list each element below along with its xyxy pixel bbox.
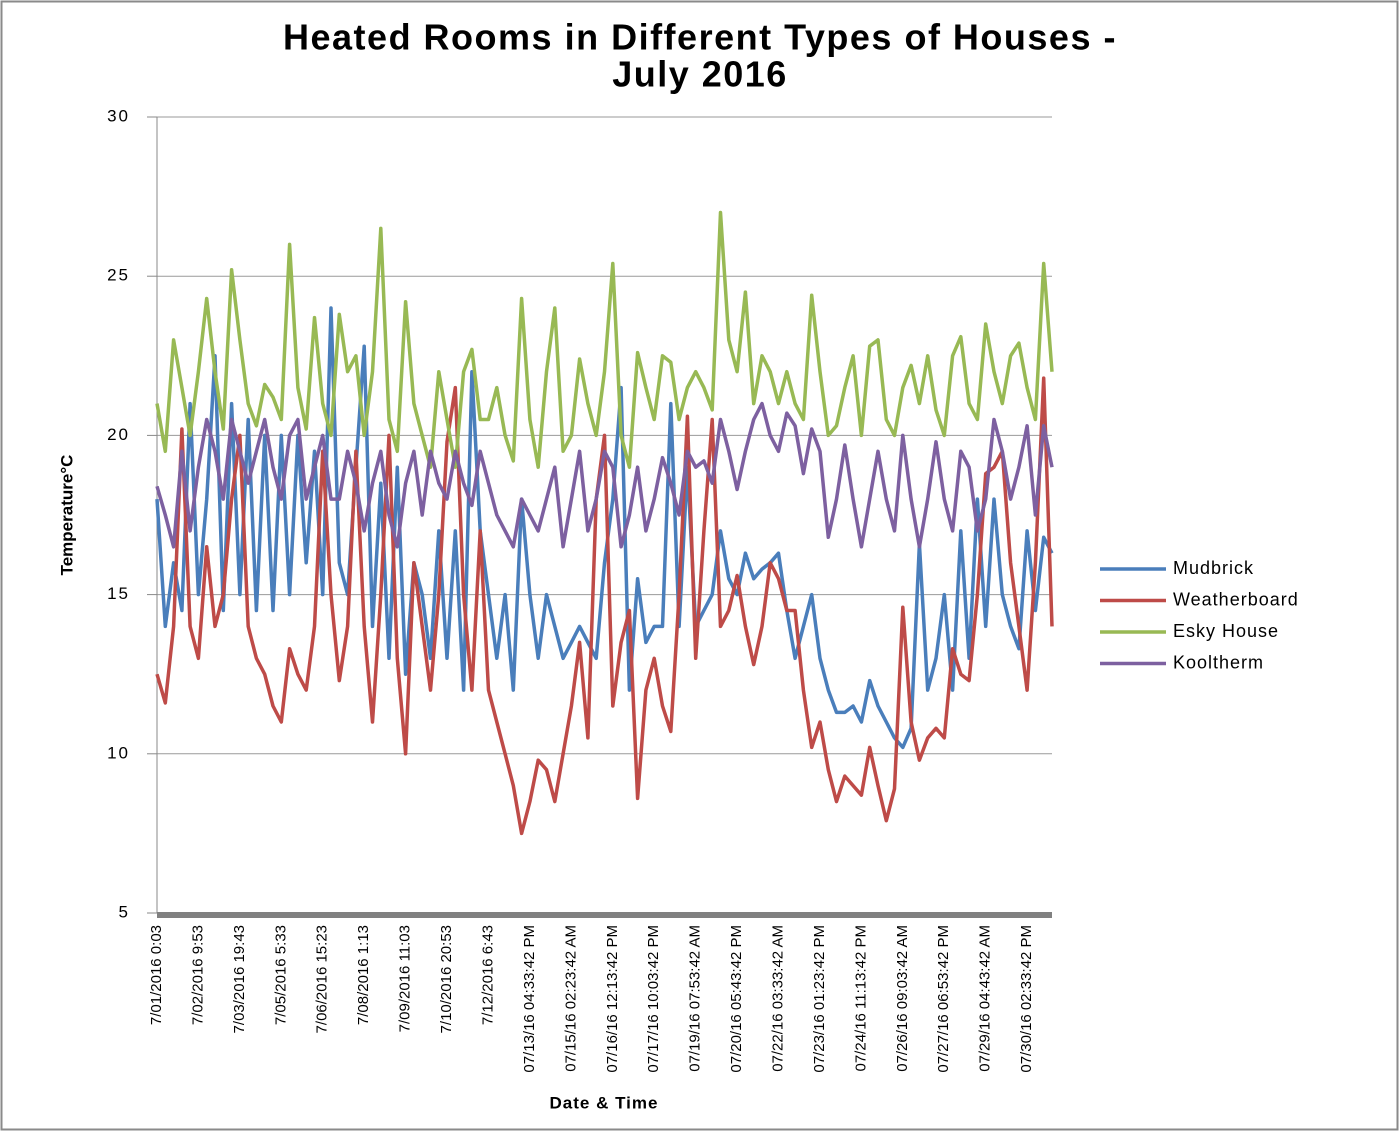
y-tick-label: 10 xyxy=(107,743,130,762)
x-tick-label: 7/01/2016 0:03 xyxy=(148,925,165,1025)
x-tick-label: 7/06/2016 15:23 xyxy=(314,925,331,1033)
x-tick-label: 07/30/16 02:33:42 PM xyxy=(1018,925,1035,1073)
y-tick-label: 15 xyxy=(107,584,130,603)
y-tick-label: 30 xyxy=(107,106,130,125)
x-tick-label: 7/12/2016 6:43 xyxy=(479,925,496,1025)
x-tick-label: 07/26/16 09:03:42 AM xyxy=(894,925,911,1072)
chart-title: July 2016 xyxy=(612,54,788,95)
x-tick-label: 07/27/16 06:53:42 PM xyxy=(935,925,952,1073)
x-tick-label: 7/09/2016 11:03 xyxy=(397,925,414,1032)
y-tick-label: 20 xyxy=(107,425,130,444)
x-tick-label: 7/08/2016 1:13 xyxy=(355,925,372,1025)
legend-label: Mudbrick xyxy=(1173,558,1254,578)
x-tick-label: 7/10/2016 20:53 xyxy=(438,925,455,1033)
legend-label: Kooltherm xyxy=(1173,652,1264,672)
x-tick-label: 07/20/16 05:43:42 PM xyxy=(728,925,745,1073)
x-tick-label: 07/29/16 04:43:42 AM xyxy=(977,925,994,1072)
series-line xyxy=(155,376,1054,836)
x-axis-title: Date & Time xyxy=(550,1093,659,1112)
y-tick-label: 25 xyxy=(107,266,130,285)
x-tick-label: 07/13/16 04:33:42 PM xyxy=(521,925,538,1073)
x-tick-label: 07/22/16 03:33:42 AM xyxy=(769,925,786,1072)
legend-label: Esky House xyxy=(1173,621,1279,641)
x-tick-label: 7/05/2016 5:33 xyxy=(272,925,289,1025)
y-axis-title: Temperature°C xyxy=(57,455,76,576)
x-tick-label: 7/02/2016 9:53 xyxy=(189,925,206,1025)
x-tick-label: 07/15/16 02:23:42 AM xyxy=(562,925,579,1072)
chart-title: Heated Rooms in Different Types of House… xyxy=(283,17,1117,58)
series-line xyxy=(155,401,1054,549)
y-tick-label: 5 xyxy=(119,902,130,921)
x-tick-label: 07/16/16 12:13:42 PM xyxy=(604,925,621,1073)
x-tick-label: 07/19/16 07:53:42 AM xyxy=(687,925,704,1072)
x-tick-label: 07/24/16 11:13:42 PM xyxy=(852,925,869,1072)
x-tick-label: 7/03/2016 19:43 xyxy=(231,925,248,1033)
series-line xyxy=(155,210,1054,469)
legend-label: Weatherboard xyxy=(1173,589,1299,609)
x-tick-label: 07/23/16 01:23:42 PM xyxy=(811,925,828,1073)
series-line xyxy=(155,306,1054,750)
x-tick-label: 07/17/16 10:03:42 PM xyxy=(645,925,662,1073)
